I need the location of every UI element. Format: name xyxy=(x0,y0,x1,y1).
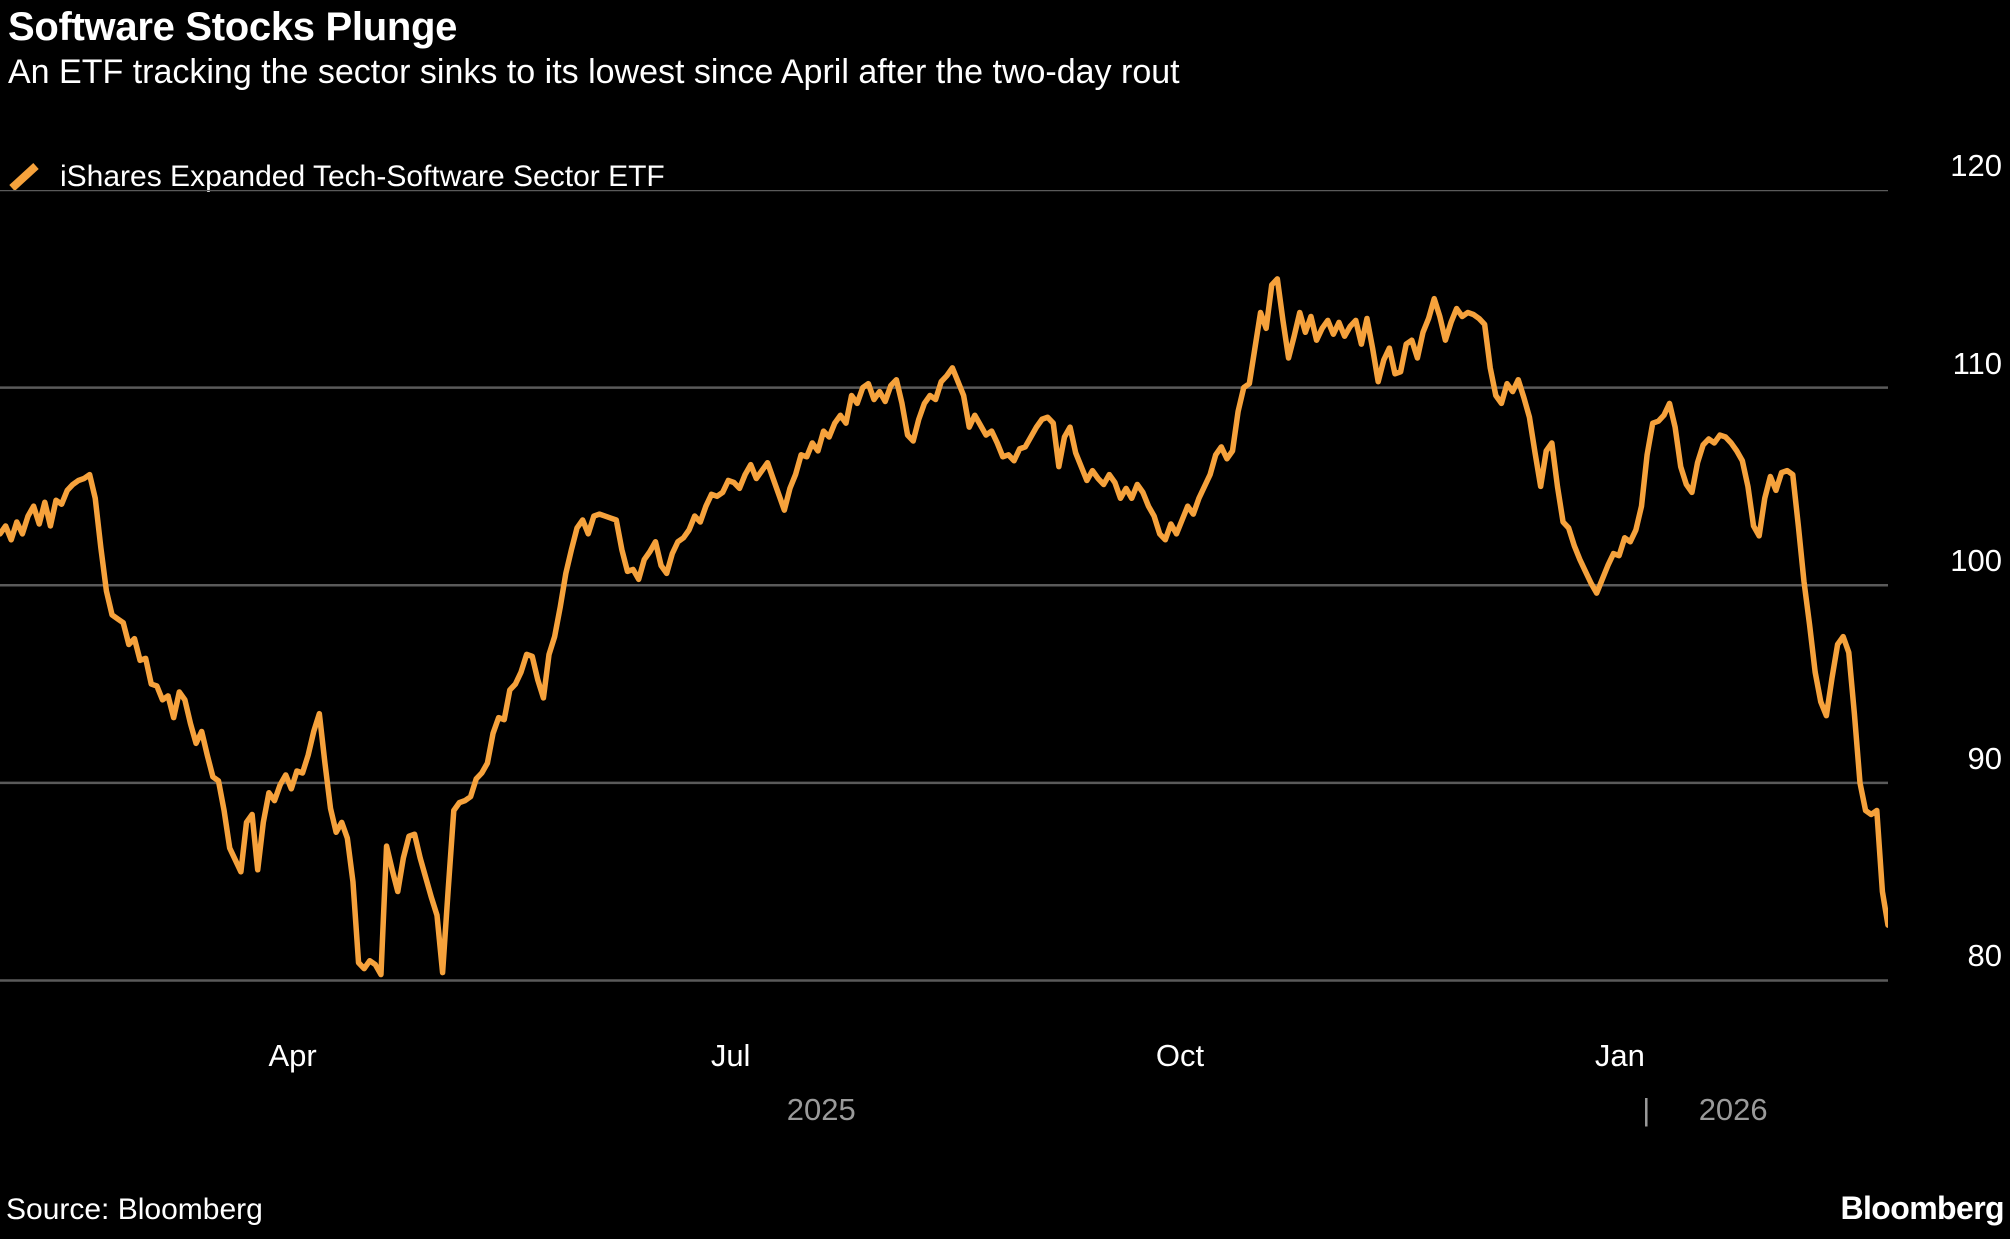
line-chart-svg xyxy=(0,190,1888,982)
x-axis-year-labels: 2025 | 2026 xyxy=(0,1092,1888,1148)
chart-gridlines xyxy=(0,190,1888,982)
y-axis-tick-label: 90 xyxy=(1967,740,2002,776)
x-axis-tick-label: Apr xyxy=(268,1038,317,1073)
y-axis-tick-label: 100 xyxy=(1950,543,2002,579)
line-slash-icon xyxy=(8,162,42,192)
y-axis-labels: 120 110 100 90 80 xyxy=(1900,150,2010,1020)
page-subtitle: An ETF tracking the sector sinks to its … xyxy=(8,53,1180,91)
series-line-ishares-etf xyxy=(0,276,1888,978)
bloomberg-wordmark: Bloomberg xyxy=(1840,1190,2005,1226)
y-axis-tick-label: 120 xyxy=(1950,148,2002,183)
x-axis-labels: Apr Jul Oct Jan xyxy=(0,1030,1888,1090)
year-separator: | xyxy=(1642,1092,1651,1127)
x-axis-tick-label: Jul xyxy=(710,1038,751,1073)
x-axis-year-label: 2025 xyxy=(786,1092,856,1127)
chart-legend: iShares Expanded Tech-Software Sector ET… xyxy=(8,160,665,194)
y-axis-tick-label: 80 xyxy=(1967,938,2002,974)
legend-series-label: iShares Expanded Tech-Software Sector ET… xyxy=(60,160,665,193)
page-title: Software Stocks Plunge xyxy=(8,5,458,49)
x-axis-year-label: 2026 xyxy=(1698,1092,1768,1127)
x-axis-tick-label: Jan xyxy=(1594,1038,1645,1073)
source-note: Source: Bloomberg xyxy=(6,1193,263,1226)
y-axis-tick-label: 110 xyxy=(1952,345,2002,381)
x-axis-tick-label: Oct xyxy=(1155,1038,1205,1073)
chart-plot-area xyxy=(0,190,1888,1020)
